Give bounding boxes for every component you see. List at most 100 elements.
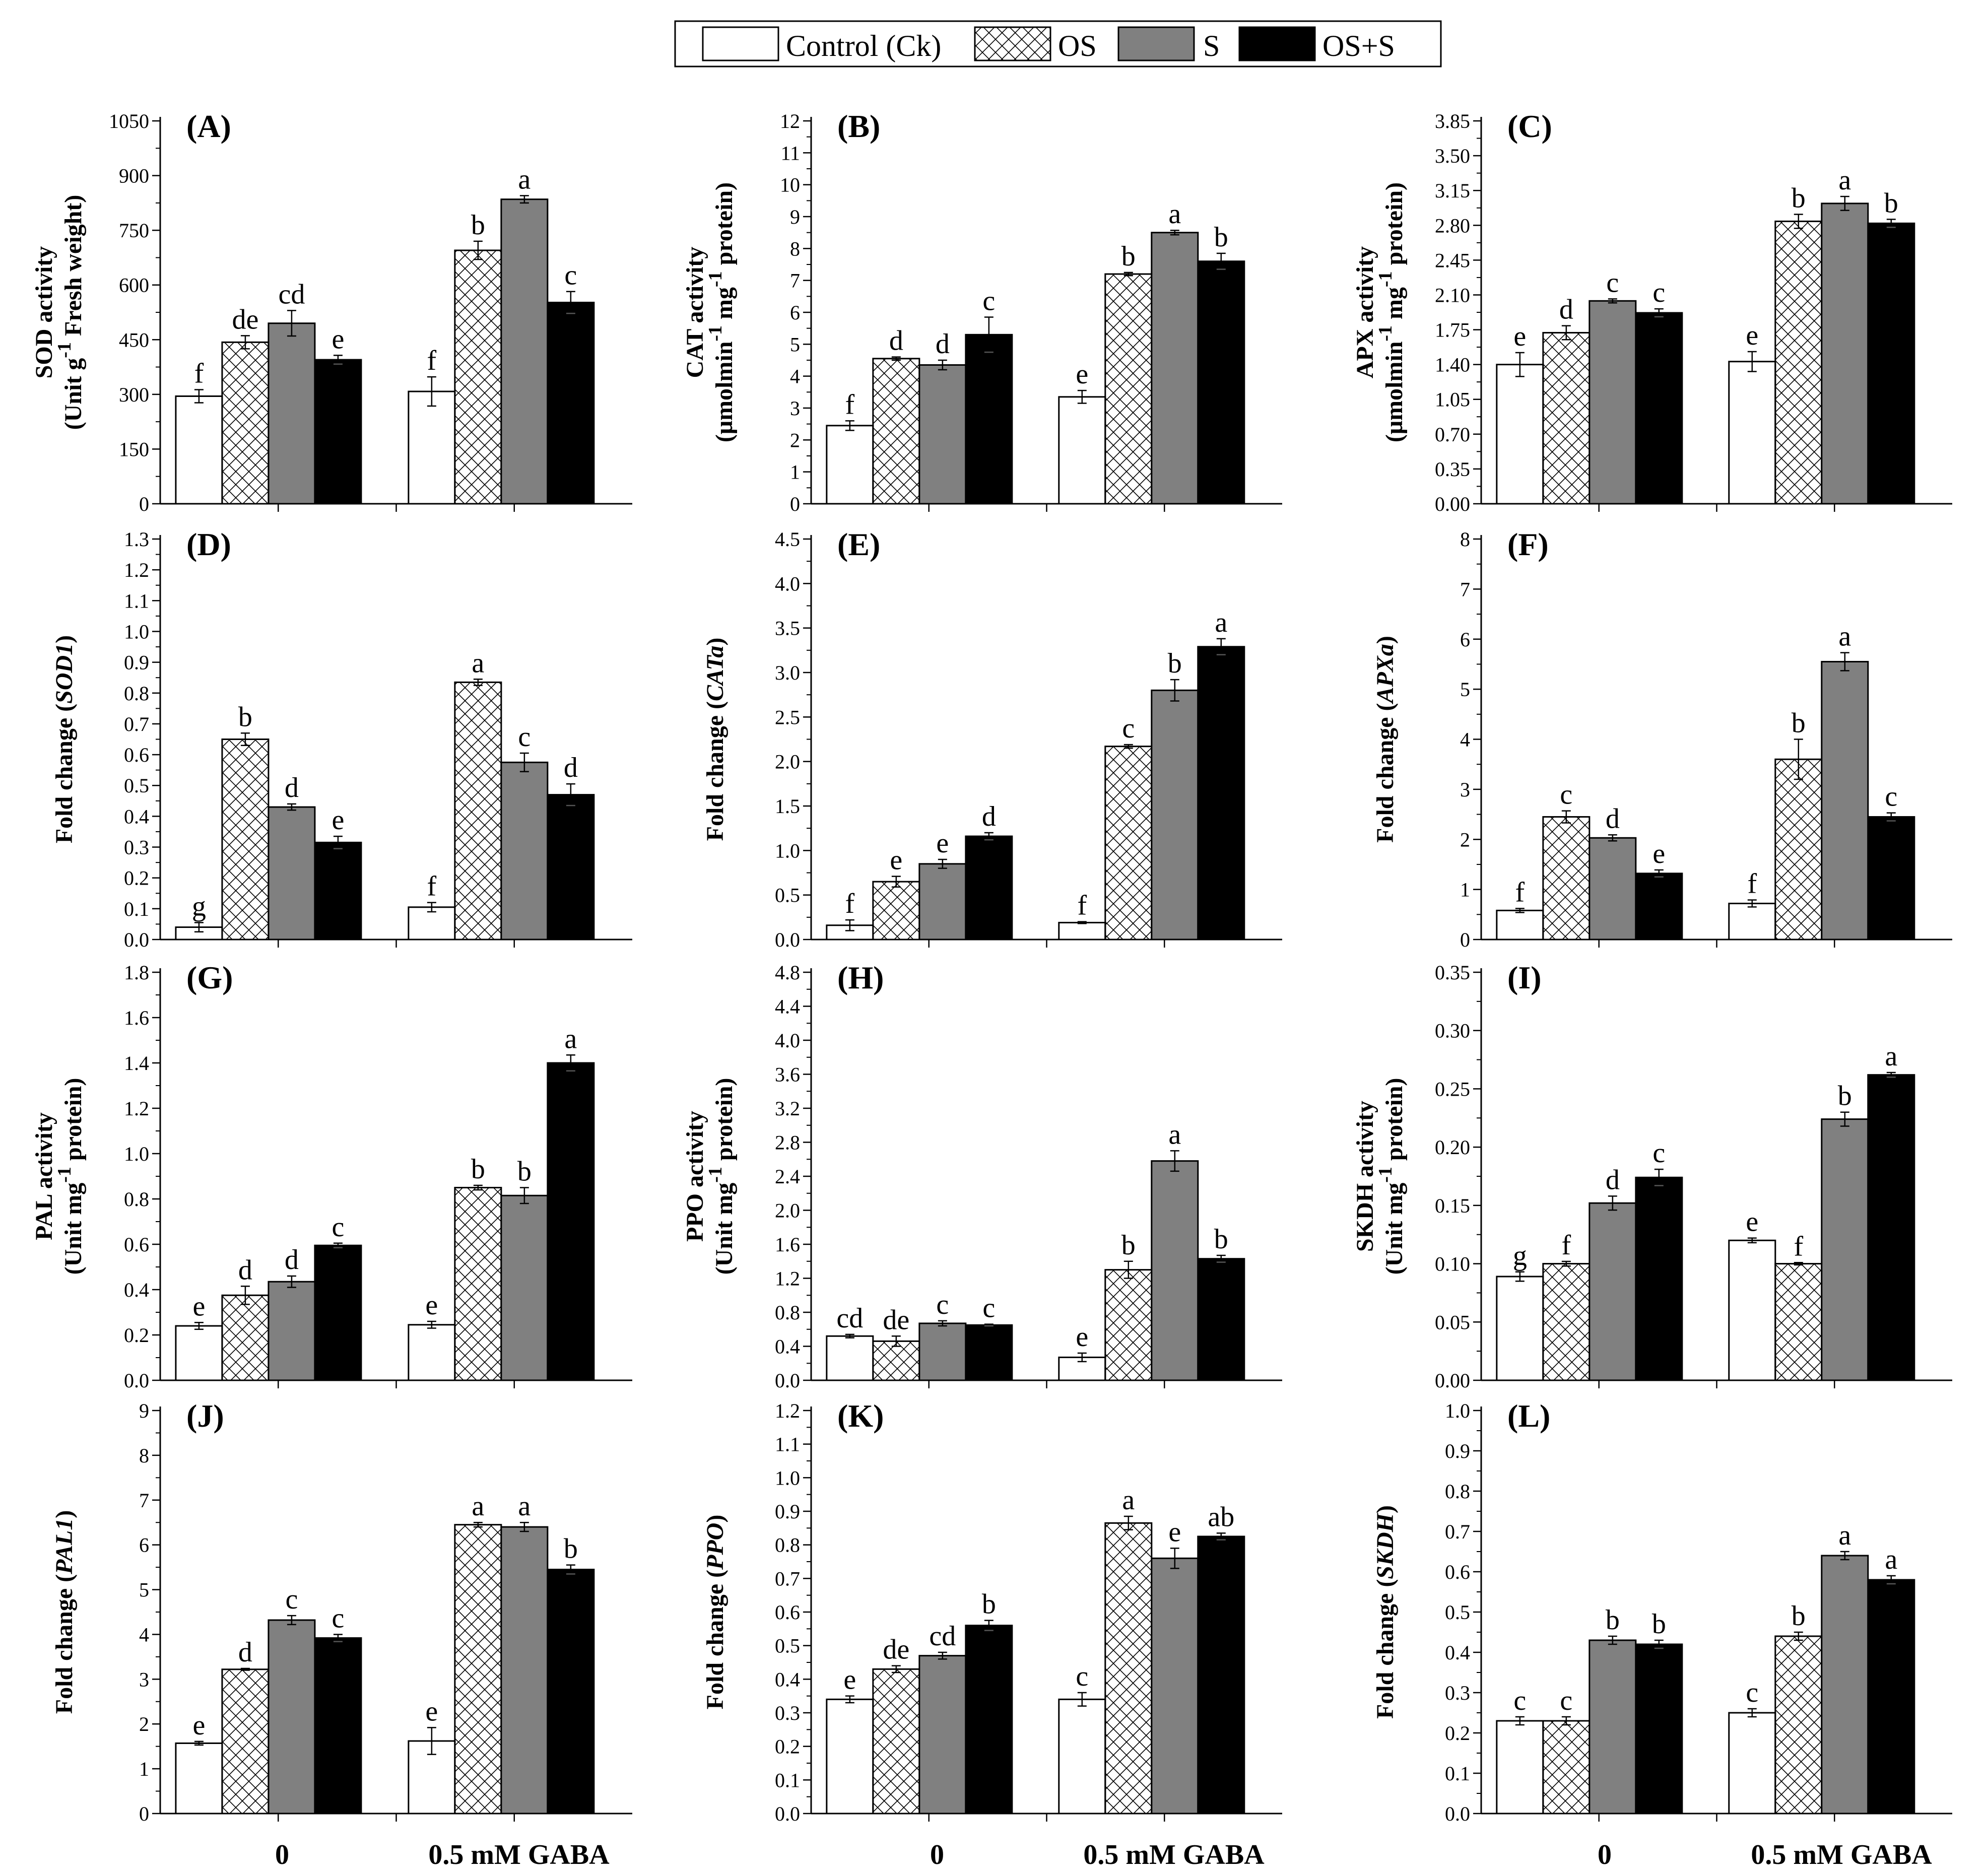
y-tick-label: 8 xyxy=(790,237,800,260)
significance-letter: f xyxy=(1077,890,1087,921)
significance-letter: c xyxy=(1652,1137,1665,1169)
bar-os-0 xyxy=(872,1340,920,1381)
y-tick-label: 0.0 xyxy=(775,928,800,951)
y-tick-label: 0.5 xyxy=(1445,1601,1470,1624)
significance-letter: c xyxy=(518,721,531,753)
y-tick-label: 0.0 xyxy=(1445,1802,1470,1825)
y-tick-label: 2.0 xyxy=(775,1199,800,1222)
significance-letter: d xyxy=(285,1244,299,1276)
y-tick-label: 0 xyxy=(139,493,149,515)
y-tick-label: 0.15 xyxy=(1435,1194,1470,1217)
significance-letter: f xyxy=(1747,868,1757,899)
y-axis-title: (Unit mg-1 protein) xyxy=(1375,1078,1408,1275)
chart-panel-J: 0 1 2 3 4 5 6 7 8 9 (J) Fold change (PAL1) e e d a c a c b xyxy=(51,1398,632,1825)
bar-os-s-1 xyxy=(1197,1535,1245,1815)
y-tick-label: 1.4 xyxy=(124,1052,149,1075)
bar-s-1 xyxy=(500,198,549,505)
bar-control-ck--0 xyxy=(175,1325,223,1381)
significance-letter: b xyxy=(1838,1081,1852,1112)
bar-s-1 xyxy=(1821,203,1869,505)
bar-os-1 xyxy=(1774,1635,1823,1815)
y-tick-label: 4.0 xyxy=(775,572,800,595)
y-tick-label: 1.0 xyxy=(1445,1399,1470,1422)
significance-letter: f xyxy=(427,871,437,902)
y-tick-label: 450 xyxy=(119,328,149,351)
significance-letter: d xyxy=(285,772,299,803)
significance-letter: b xyxy=(1214,222,1228,253)
significance-letter: a xyxy=(518,1491,531,1522)
y-tick-label: 0.0 xyxy=(124,928,149,951)
y-tick-label: 0.8 xyxy=(775,1534,800,1557)
y-tick-label: 1.05 xyxy=(1435,388,1470,411)
y-axis-title: APX activity xyxy=(1352,246,1378,379)
bar-os-0 xyxy=(221,1668,270,1815)
bar-os-0 xyxy=(221,341,270,505)
significance-letter: e xyxy=(936,828,949,859)
bar-os-0 xyxy=(1542,331,1591,505)
y-tick-label: 4.0 xyxy=(775,1029,800,1052)
y-tick-label: 7 xyxy=(790,270,800,292)
group-label-0-col2: 0 xyxy=(930,1839,944,1870)
bar-os-s-1 xyxy=(547,1569,595,1815)
bar-s-0 xyxy=(1588,837,1637,941)
significance-letter: b xyxy=(982,1589,996,1620)
y-tick-label: 2.0 xyxy=(775,751,800,773)
bar-os-s-0 xyxy=(965,333,1013,505)
y-tick-label: 0.8 xyxy=(775,1301,800,1324)
y-tick-label: 2.5 xyxy=(775,706,800,728)
significance-letter: c xyxy=(1513,1685,1526,1716)
significance-letter: e xyxy=(332,805,344,836)
bar-os-s-0 xyxy=(1635,873,1683,941)
y-tick-label: 1 xyxy=(139,1758,149,1780)
bar-os-0 xyxy=(221,1294,270,1381)
panel-label: (E) xyxy=(837,526,880,562)
group-label-gaba-col1: 0.5 mM GABA xyxy=(428,1839,610,1870)
chart-panel-E: 0.0 0.5 1.0 1.5 2.0 2.5 3.0 3.5 4.0 4.5 (E) Fold ch… xyxy=(702,526,1282,951)
y-tick-label: 3.0 xyxy=(775,661,800,684)
significance-letter: d xyxy=(889,325,903,357)
bar-control-ck--1 xyxy=(1728,1712,1776,1815)
y-tick-label: 9 xyxy=(790,206,800,228)
y-tick-label: 0.1 xyxy=(775,1769,800,1791)
bar-os-s-1 xyxy=(1867,1074,1915,1381)
bar-os-1 xyxy=(1774,758,1823,941)
group-label-gaba-col2: 0.5 mM GABA xyxy=(1083,1839,1265,1870)
y-tick-label: 0 xyxy=(139,1802,149,1825)
bar-control-ck--1 xyxy=(1058,396,1106,505)
bar-s-1 xyxy=(1151,1160,1199,1381)
y-tick-label: 0.9 xyxy=(1445,1440,1470,1462)
legend: Control (Ck) OS S OS+S xyxy=(674,20,1442,68)
significance-letter: b xyxy=(238,701,252,732)
significance-letter: c xyxy=(1076,1661,1088,1692)
y-tick-label: 0.8 xyxy=(1445,1480,1470,1503)
group-label-gaba-col3: 0.5 mM GABA xyxy=(1751,1839,1932,1870)
y-tick-label: 0.20 xyxy=(1435,1136,1470,1159)
panel-label: (H) xyxy=(837,960,884,995)
legend-label-os-s: OS+S xyxy=(1322,29,1395,62)
y-tick-label: 0.2 xyxy=(775,1735,800,1758)
significance-letter: e xyxy=(1168,1516,1181,1548)
y-tick-label: 2 xyxy=(1460,828,1470,851)
significance-letter: de xyxy=(883,1634,909,1665)
y-axis-title: (Unit g-1 Fresh weight) xyxy=(54,195,87,430)
bar-s-0 xyxy=(1588,1202,1637,1381)
bar-control-ck--0 xyxy=(1496,364,1544,505)
bar-os-0 xyxy=(1542,1263,1591,1381)
panel-label: (D) xyxy=(186,526,231,562)
y-tick-label: 1.0 xyxy=(124,1143,149,1165)
y-tick-label: 5 xyxy=(139,1579,149,1601)
y-tick-label: 1.0 xyxy=(124,620,149,643)
bar-os-s-1 xyxy=(1197,646,1245,941)
chart-panel-D: 0.0 0.1 0.2 0.3 0.4 0.5 0.6 0.7 0.8 0.9 1.0 1.1 1.2 1… xyxy=(51,526,632,951)
bar-s-0 xyxy=(1588,1639,1637,1815)
significance-letter: b xyxy=(1792,1600,1806,1632)
significance-letter: f xyxy=(845,389,855,420)
y-axis-title: PAL activity xyxy=(31,1112,57,1240)
y-tick-label: 3.6 xyxy=(775,1063,800,1086)
significance-letter: c xyxy=(1652,277,1665,308)
significance-letter: de xyxy=(232,304,258,335)
bar-os-1 xyxy=(1104,1522,1153,1815)
significance-letter: e xyxy=(332,323,344,355)
significance-letter: b xyxy=(1168,648,1182,679)
